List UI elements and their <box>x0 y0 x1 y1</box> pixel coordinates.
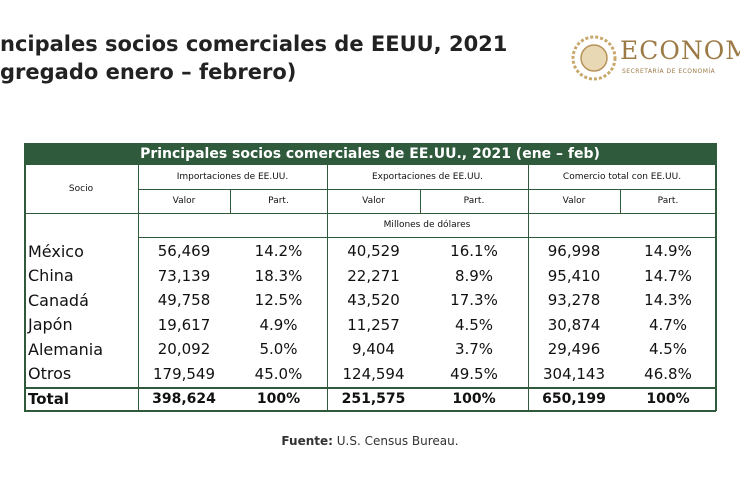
header-cell: Comercio total con EE.UU. <box>562 172 682 182</box>
table-cell: 9,404 <box>352 340 395 359</box>
logo-subtitle: SECRETARÍA DE ECONOMÍA <box>622 68 716 75</box>
row-label: Alemania <box>28 339 104 359</box>
footer-text: U.S. Census Bureau. <box>336 434 459 448</box>
table-cell: 17.3% <box>450 291 498 310</box>
header-cell: Valor <box>362 196 385 206</box>
logo-text: ECONOM <box>620 36 740 65</box>
header-cell: Part. <box>463 196 485 206</box>
row-label: México <box>28 241 84 261</box>
footer: Fuente: U.S. Census Bureau. <box>0 434 740 448</box>
table-cell: 11,257 <box>347 315 400 334</box>
table-line <box>230 189 231 213</box>
footer-label: Fuente: <box>281 434 333 448</box>
table-line <box>138 189 716 190</box>
row-label: China <box>28 266 74 286</box>
table-title-bar <box>24 143 716 165</box>
table-line <box>24 143 26 411</box>
table-cell: 100% <box>646 391 690 407</box>
table-cell: 3.7% <box>454 340 494 359</box>
table-cell: 93,278 <box>547 291 601 310</box>
table-cell: 49,758 <box>157 291 211 310</box>
table-line <box>327 165 328 411</box>
header-cell: Part. <box>657 196 679 206</box>
table-cell: 14.9% <box>644 242 692 261</box>
table-cell: 100% <box>452 391 496 407</box>
table-cell: 30,874 <box>547 315 601 334</box>
row-label: Canadá <box>28 290 89 310</box>
table-cell: 49.5% <box>450 364 498 383</box>
table-line <box>138 165 139 411</box>
table-cell: 43,520 <box>347 291 400 310</box>
table-cell: 8.9% <box>454 266 494 285</box>
table-line <box>24 213 716 214</box>
table-cell: 5.0% <box>259 340 298 359</box>
table-cell: 4.5% <box>454 315 494 334</box>
table-line <box>138 237 716 238</box>
table-cell: 100% <box>256 391 301 407</box>
header-cell: Exportaciones de EE.UU. <box>371 172 484 182</box>
table-cell: 14.7% <box>644 266 692 285</box>
table-cell: 16.1% <box>450 242 498 261</box>
table-line <box>528 165 529 411</box>
table-cell: 14.3% <box>644 291 692 310</box>
logo-emblem <box>571 35 617 81</box>
table-cell: 19,617 <box>157 315 211 334</box>
table-line <box>24 387 716 389</box>
table-cell: 304,143 <box>542 364 606 383</box>
table-cell: 22,271 <box>347 266 400 285</box>
table-cell: 398,624 <box>152 391 216 407</box>
table-cell: 251,575 <box>341 391 406 407</box>
table-cell: 4.9% <box>259 315 298 334</box>
row-label: Japón <box>28 315 73 335</box>
header-cell: Part. <box>268 196 289 206</box>
title-line: gregado enero – febrero) <box>0 60 297 84</box>
table-cell: 14.2% <box>254 242 303 261</box>
table-cell: 56,469 <box>157 242 211 261</box>
header-cell: Valor <box>562 196 586 206</box>
table-cell: 124,594 <box>342 364 405 383</box>
table-line <box>620 189 621 213</box>
table-cell: 40,529 <box>347 242 400 261</box>
table-line <box>715 143 717 411</box>
table-cell: 73,139 <box>157 266 211 285</box>
table-cell: 12.5% <box>254 291 303 310</box>
table-cell: 29,496 <box>547 340 601 359</box>
table-cell: 46.8% <box>644 364 692 383</box>
table-line <box>420 189 421 213</box>
row-label: Otros <box>28 364 72 384</box>
table-cell: 4.7% <box>648 315 688 334</box>
title-line: ncipales socios comerciales de EEUU, 202… <box>0 32 508 56</box>
header-cell: Socio <box>68 184 94 194</box>
header-cell: Valor <box>172 196 196 206</box>
row-label: Total <box>28 390 69 408</box>
table-cell: 96,998 <box>547 242 601 261</box>
table-cell: 650,199 <box>542 391 606 407</box>
header-cell: Millones de dólares <box>383 220 471 230</box>
table-cell: 45.0% <box>254 364 303 383</box>
table-cell: 4.5% <box>648 340 688 359</box>
table-cell: 179,549 <box>152 364 216 383</box>
table-cell: 20,092 <box>157 340 211 359</box>
table-cell: 95,410 <box>547 266 601 285</box>
table-line <box>24 143 716 145</box>
table-title: Principales socios comerciales de EE.UU.… <box>140 146 600 162</box>
table-cell: 18.3% <box>254 266 303 285</box>
table-line <box>24 410 716 412</box>
header-cell: Importaciones de EE.UU. <box>176 172 289 182</box>
